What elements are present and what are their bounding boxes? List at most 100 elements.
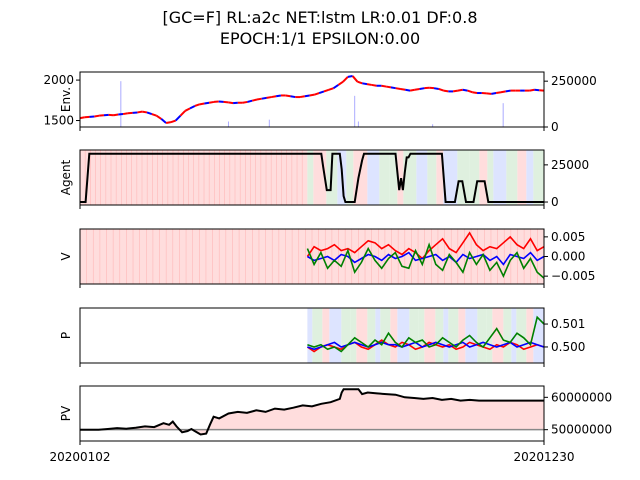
action-band [307, 150, 314, 205]
hold-series-line [306, 242, 545, 279]
agent-holdings-line [80, 152, 544, 203]
price-candle [79, 116, 85, 120]
x-tick-label-end: 20201230 [513, 450, 574, 464]
price-candle [452, 89, 459, 93]
action-band [418, 308, 425, 363]
action-band [329, 308, 342, 363]
y-tick-label-right: 0.005 [551, 230, 585, 244]
panel-frame [79, 71, 545, 128]
price-candle [405, 88, 411, 92]
sell-series-line [306, 251, 545, 266]
action-band [458, 308, 466, 363]
price-candle [247, 99, 253, 103]
y-tick-label-left: 2000 [43, 73, 74, 87]
action-band [427, 150, 437, 205]
price-candle [491, 92, 497, 95]
price-candle [443, 89, 449, 93]
action-band [424, 308, 436, 363]
y-tick-label-right: 0.500 [551, 340, 585, 354]
action-band [492, 308, 504, 363]
price-candle [371, 83, 377, 87]
y-axis-label: PV [59, 405, 73, 421]
price-candle [170, 119, 176, 124]
y-axis-label: Agent [59, 159, 73, 195]
price-candle [385, 85, 392, 89]
action-band [367, 308, 376, 363]
price-candle [151, 113, 157, 117]
action-band [469, 150, 480, 205]
price-candle [400, 87, 406, 91]
action-band [533, 150, 544, 205]
price-candle [208, 100, 215, 104]
chart-title-line-1: [GC=F] RL:a2c NET:lstm LR:0.01 DF:0.8 [162, 8, 478, 27]
action-band [448, 308, 459, 363]
action-band [533, 308, 544, 363]
action-band [517, 150, 527, 205]
price-candle [314, 92, 320, 96]
chart-title-line-2: EPOCH:1/1 EPSILON:0.00 [219, 29, 421, 48]
price-candle [256, 97, 262, 101]
y-tick-label-right: −0.005 [551, 269, 595, 283]
price-candle [142, 110, 148, 114]
action-band [397, 150, 404, 205]
price-candle [94, 114, 100, 118]
price-candle [199, 102, 205, 106]
action-band [356, 308, 368, 363]
pv-line [80, 388, 544, 436]
pv-area [80, 389, 544, 435]
price-candle [332, 84, 339, 90]
y-tick-label-right: 0.501 [551, 317, 585, 331]
action-band [390, 308, 398, 363]
price-candle [228, 101, 234, 105]
action-band [457, 150, 470, 205]
price-candle [366, 83, 372, 86]
action-band [465, 308, 478, 363]
price-candle [500, 90, 506, 94]
y-axis-label: V [59, 252, 73, 261]
action-band [379, 150, 390, 205]
action-band [307, 308, 313, 363]
action-band [443, 308, 449, 363]
price-candle [251, 98, 258, 102]
action-band [350, 308, 357, 363]
action-band [322, 308, 330, 363]
y-tick-label-right: 0.000 [551, 250, 585, 264]
price-candle [194, 103, 200, 107]
action-band [380, 308, 391, 363]
y-tick-label-right: 0 [551, 120, 559, 134]
action-band [506, 150, 518, 205]
y-tick-label-left: 1500 [43, 114, 74, 128]
price-candle [337, 80, 344, 86]
action-band [409, 308, 419, 363]
action-band [443, 150, 458, 205]
price-candle [309, 93, 315, 97]
price-candle [122, 112, 129, 116]
price-candle [381, 84, 387, 88]
price-candle [351, 75, 359, 83]
panel-frame [79, 149, 545, 206]
price-candle [462, 88, 468, 92]
action-band [486, 308, 493, 363]
price-candle [189, 105, 196, 110]
action-band [375, 308, 381, 363]
action-band [503, 308, 512, 363]
price-candle [155, 114, 162, 120]
price-candle [242, 100, 248, 104]
price-candle [328, 87, 334, 91]
action-band [435, 308, 444, 363]
price-candle [204, 101, 210, 105]
price-candle [165, 121, 172, 124]
price-candle [285, 94, 291, 98]
price-candle [137, 110, 143, 114]
action-band [436, 150, 444, 205]
y-axis-label: Env. [59, 87, 73, 112]
price-candle [419, 87, 425, 90]
action-band [526, 308, 534, 363]
price-candle [409, 88, 416, 92]
action-band [367, 150, 380, 205]
price-candle [505, 89, 511, 93]
price-candle [113, 113, 119, 117]
action-band [493, 150, 507, 205]
price-candle [318, 90, 325, 94]
